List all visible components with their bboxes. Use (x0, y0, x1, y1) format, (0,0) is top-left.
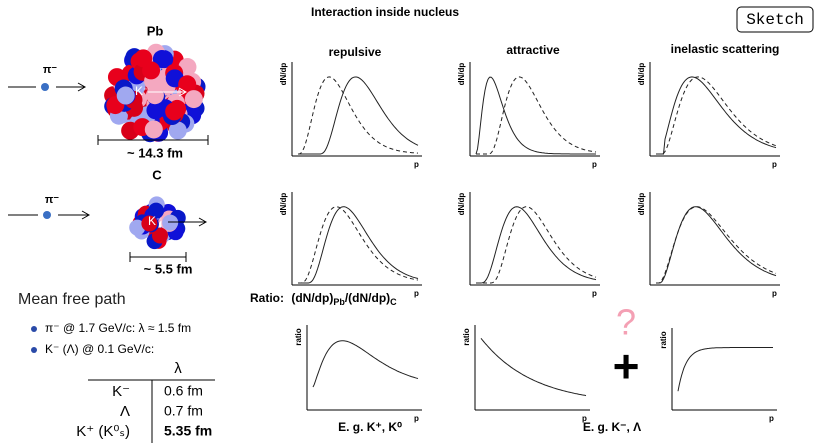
dashed-curve (656, 76, 777, 155)
bullet-text: K⁻ (Λ) @ 0.1 GeV/c: (45, 342, 154, 356)
axis-label: ratio (294, 328, 303, 345)
axis-label: p (769, 414, 774, 423)
pion (43, 211, 51, 219)
cell: 5.35 fm (164, 423, 212, 439)
arrow-head (77, 82, 87, 92)
column-title: attractive (506, 43, 560, 57)
axis-label: dN/dp (457, 193, 466, 216)
nucleus-name: C (152, 167, 162, 182)
pb-nucleus (104, 43, 206, 143)
axis-label: dN/dp (637, 193, 646, 216)
axis-label: dN/dp (279, 63, 288, 86)
bullet (31, 326, 37, 332)
nucleon (152, 50, 171, 69)
nucleon (148, 202, 165, 219)
axis-label: ratio (659, 331, 668, 348)
ratio-prefix: Ratio: (250, 291, 284, 305)
axis-label: p (414, 160, 419, 169)
projectile: π⁻ (45, 194, 59, 206)
dashed-curve (476, 76, 597, 155)
kaon: K⁻ (135, 84, 149, 98)
tag-box (736, 6, 814, 33)
plus: + (613, 340, 640, 392)
nucleon (162, 214, 179, 231)
cell: 0.6 fm (164, 383, 203, 399)
kaon: K⁻ (148, 214, 162, 228)
nucleon (141, 215, 158, 232)
curve (480, 337, 587, 397)
curve (656, 76, 777, 155)
nucleon (145, 86, 164, 105)
cell: K⁺ (K⁰ₛ) (76, 423, 130, 440)
nucleus-name: Pb (147, 23, 164, 38)
ratio-sub: Pb (333, 297, 345, 307)
column-title: inelastic scattering (671, 42, 780, 56)
axis-label: p (592, 160, 597, 169)
dashed-curve (298, 206, 419, 284)
dashed-curve (297, 76, 419, 155)
nucleon (129, 219, 146, 236)
ratio-sub: C (390, 297, 397, 307)
cell: Λ (120, 403, 130, 420)
title: Interaction inside nucleus (311, 5, 459, 19)
axis-label: dN/dp (637, 63, 646, 86)
curve (475, 76, 596, 155)
column-title: repulsive (329, 45, 382, 59)
size: ~ 5.5 fm (144, 261, 193, 276)
nucleon (144, 120, 163, 139)
axis-label: dN/dp (279, 193, 288, 216)
curve (312, 340, 419, 388)
nucleon (178, 75, 197, 94)
curve (298, 76, 419, 155)
example: E. g. K⁻, Λ (583, 420, 641, 434)
nucleon (165, 102, 184, 121)
nucleon (116, 86, 135, 105)
axis-label: p (414, 414, 419, 423)
plots: dN/dp p dN/dp p dN/dp p dN/dp p dN/dp p dN/dp p rati… (279, 62, 780, 423)
axis-label: p (772, 289, 777, 298)
curve (476, 206, 597, 284)
dashed-curve (476, 206, 597, 284)
cell: 0.7 fm (164, 403, 203, 419)
axis-label: ratio (462, 328, 471, 345)
tag: Sketch (746, 11, 804, 29)
curve (677, 347, 773, 392)
example: E. g. K⁺, K⁰ (338, 420, 402, 434)
cell: K⁻ (112, 383, 130, 400)
projectile: π⁻ (43, 64, 57, 76)
axis-label: p (414, 289, 419, 298)
axis-label: p (592, 289, 597, 298)
nucleon (168, 121, 187, 140)
axis-label: p (582, 414, 587, 423)
kaon-track (148, 87, 188, 97)
table-header: λ (174, 360, 182, 377)
nucleon (134, 49, 153, 68)
nucleon (151, 227, 168, 244)
bullet (31, 347, 37, 353)
curve (656, 206, 777, 284)
mfp-title: Mean free path (18, 291, 126, 308)
ratio-title: Ratio: (dN/dp)Pb/(dN/dp)C (250, 291, 397, 307)
arrow-head (81, 210, 91, 220)
kaon-track (168, 217, 208, 227)
question-mark: ? (616, 302, 636, 343)
ratio-num: (dN/dp) (291, 291, 333, 305)
size: ~ 14.3 fm (127, 145, 183, 160)
nucleon (184, 90, 203, 109)
axis-label: p (772, 160, 777, 169)
pion (41, 83, 49, 91)
bullet-text: π⁻ @ 1.7 GeV/c: λ ≈ 1.5 fm (45, 321, 191, 335)
ratio-den: /(dN/dp) (345, 291, 390, 305)
axis-label: dN/dp (457, 63, 466, 86)
curve (298, 206, 419, 284)
c-nucleus (129, 196, 208, 250)
